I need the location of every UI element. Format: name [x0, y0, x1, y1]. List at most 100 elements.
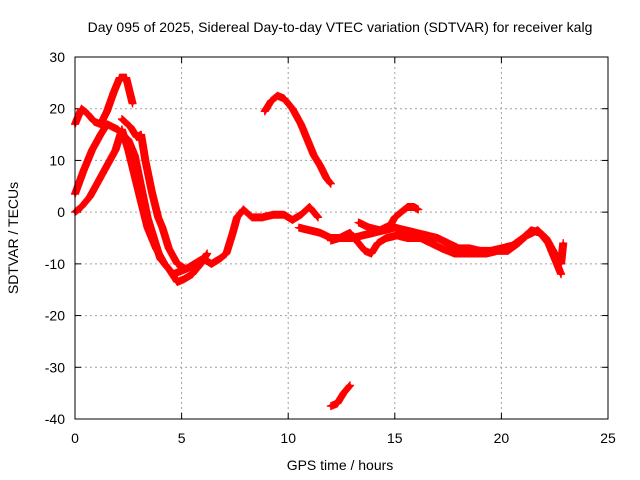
- data-point: [553, 252, 557, 256]
- y-tick-label: -10: [45, 256, 65, 272]
- data-point: [263, 109, 267, 113]
- data-point: [406, 205, 410, 209]
- data-point: [299, 213, 303, 217]
- y-tick-label: -20: [45, 308, 65, 324]
- data-point: [167, 246, 171, 250]
- data-point: [143, 158, 147, 162]
- data-point: [290, 107, 294, 111]
- data-point: [561, 241, 565, 245]
- series-arc-9: [354, 202, 423, 235]
- x-tick-label: 0: [71, 430, 79, 446]
- data-point: [516, 241, 520, 245]
- data-point: [163, 262, 167, 266]
- data-point: [335, 401, 339, 405]
- data-point: [90, 148, 94, 152]
- data-point: [484, 252, 488, 256]
- data-point: [79, 107, 83, 111]
- data-point: [290, 218, 294, 222]
- data-point: [201, 257, 205, 261]
- data-point: [369, 252, 373, 256]
- data-point: [105, 109, 109, 113]
- x-tick-label: 20: [494, 430, 510, 446]
- data-point: [139, 200, 143, 204]
- data-point: [261, 215, 265, 219]
- data-point: [131, 102, 135, 106]
- data-point: [337, 236, 341, 240]
- y-tick-label: 30: [49, 49, 65, 65]
- y-tick-label: -30: [45, 359, 65, 375]
- data-point: [209, 262, 213, 266]
- data-point: [299, 122, 303, 126]
- data-point: [342, 391, 346, 395]
- x-tick-label: 5: [178, 430, 186, 446]
- data-point: [308, 228, 312, 232]
- data-point: [120, 127, 124, 131]
- data-point: [126, 148, 130, 152]
- data-point: [544, 236, 548, 240]
- data-point: [250, 215, 254, 219]
- data-point: [218, 257, 222, 261]
- data-point: [329, 239, 333, 243]
- data-point: [495, 249, 499, 253]
- data-point: [367, 226, 371, 230]
- data-point: [128, 125, 132, 129]
- data-point: [393, 226, 397, 230]
- data-point: [312, 153, 316, 157]
- data-point: [329, 182, 333, 186]
- series-arc-5: [260, 91, 335, 188]
- y-axis-label: SDTVAR / TECUs: [5, 182, 21, 294]
- x-tick-label: 25: [600, 430, 616, 446]
- data-point: [440, 246, 444, 250]
- data-point: [92, 120, 96, 124]
- data-point: [412, 205, 416, 209]
- data-point: [282, 213, 286, 217]
- data-point: [474, 252, 478, 256]
- y-tick-label: 0: [57, 204, 65, 220]
- data-point: [403, 228, 407, 232]
- data-point: [133, 153, 137, 157]
- data-layer: [71, 73, 568, 411]
- data-point: [241, 208, 245, 212]
- data-point: [118, 76, 122, 80]
- x-tick-label: 10: [280, 430, 296, 446]
- data-point: [318, 164, 322, 168]
- data-point: [111, 91, 115, 95]
- data-point: [395, 233, 399, 237]
- data-point: [120, 117, 124, 121]
- data-point: [384, 236, 388, 240]
- plot-frame: [74, 56, 609, 420]
- data-point: [393, 215, 397, 219]
- data-point: [308, 205, 312, 209]
- data-point: [452, 252, 456, 256]
- data-point: [282, 96, 286, 100]
- data-point: [406, 236, 410, 240]
- data-point: [399, 210, 403, 214]
- series-arc-4: [117, 115, 323, 274]
- data-point: [224, 252, 228, 256]
- data-point: [184, 267, 188, 271]
- data-point: [276, 94, 280, 98]
- data-point: [457, 246, 461, 250]
- data-point: [99, 133, 103, 137]
- data-point: [86, 112, 90, 116]
- data-point: [190, 272, 194, 276]
- data-point: [231, 231, 235, 235]
- data-point: [99, 122, 103, 126]
- data-point: [82, 169, 86, 173]
- data-point: [506, 249, 510, 253]
- data-point: [269, 99, 273, 103]
- y-tick-label: 10: [49, 152, 65, 168]
- data-point: [139, 133, 143, 137]
- data-point: [376, 241, 380, 245]
- data-point: [145, 226, 149, 230]
- data-point: [150, 189, 154, 193]
- data-point: [96, 179, 100, 183]
- data-point: [348, 231, 352, 235]
- data-point: [316, 215, 320, 219]
- data-point: [357, 241, 361, 245]
- data-point: [414, 231, 418, 235]
- y-tick-label: 20: [49, 101, 65, 117]
- data-point: [105, 164, 109, 168]
- data-point: [559, 262, 563, 266]
